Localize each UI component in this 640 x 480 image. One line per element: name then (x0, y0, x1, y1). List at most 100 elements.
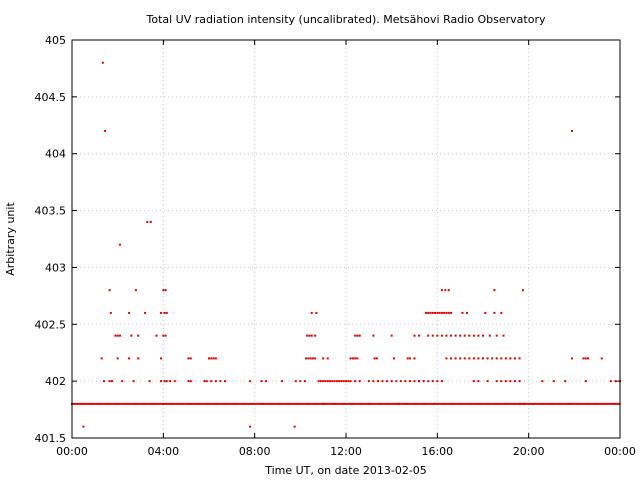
data-point (450, 334, 453, 337)
data-point (544, 402, 547, 405)
data-point (116, 402, 119, 405)
data-point (252, 402, 255, 405)
data-point (224, 402, 227, 405)
data-point (292, 402, 295, 405)
data-point (349, 357, 352, 360)
data-point (472, 380, 475, 383)
data-point (378, 402, 381, 405)
data-point (486, 402, 489, 405)
data-point (400, 402, 403, 405)
data-point (214, 357, 217, 360)
data-point (324, 402, 327, 405)
data-point (392, 357, 395, 360)
data-point (558, 402, 561, 405)
data-point (169, 402, 172, 405)
data-point (110, 402, 113, 405)
data-point (375, 357, 378, 360)
data-point (552, 380, 555, 383)
data-point (99, 402, 102, 405)
data-point (450, 311, 453, 314)
data-point (609, 402, 612, 405)
data-point (454, 357, 457, 360)
x-tick-label: 20:00 (513, 445, 545, 458)
data-point (134, 289, 137, 292)
data-point (432, 402, 435, 405)
data-point (455, 402, 458, 405)
data-point (571, 402, 574, 405)
data-point (571, 129, 574, 132)
data-point (307, 357, 310, 360)
data-point (277, 402, 280, 405)
data-point (152, 402, 155, 405)
y-tick-label: 404 (45, 148, 66, 161)
data-point (584, 402, 587, 405)
data-point (459, 357, 462, 360)
data-point (584, 380, 587, 383)
data-point (173, 402, 176, 405)
data-point (463, 334, 466, 337)
data-point (336, 402, 339, 405)
data-point (247, 402, 250, 405)
data-point (342, 380, 345, 383)
data-point (501, 402, 504, 405)
data-point (503, 402, 506, 405)
data-point (457, 402, 460, 405)
data-point (108, 289, 111, 292)
data-point (303, 380, 306, 383)
data-point (141, 402, 144, 405)
data-point (203, 380, 206, 383)
data-point (177, 402, 180, 405)
data-point (164, 289, 167, 292)
data-point (214, 380, 217, 383)
data-point (222, 402, 225, 405)
x-tick-label: 08:00 (239, 445, 271, 458)
data-point (235, 402, 238, 405)
data-point (436, 402, 439, 405)
data-point (118, 334, 121, 337)
data-point (518, 402, 521, 405)
data-point (254, 402, 257, 405)
data-point (554, 402, 557, 405)
data-point (442, 402, 445, 405)
data-point (472, 402, 475, 405)
data-point (322, 380, 325, 383)
data-point (535, 402, 538, 405)
data-point (509, 357, 512, 360)
data-point (158, 402, 161, 405)
data-point (440, 289, 443, 292)
data-point (472, 334, 475, 337)
data-point (533, 402, 536, 405)
data-point (422, 380, 425, 383)
data-point (450, 357, 453, 360)
data-point (427, 380, 430, 383)
data-point (444, 289, 447, 292)
data-point (319, 380, 322, 383)
data-point (131, 402, 134, 405)
data-point (412, 402, 415, 405)
data-point (477, 334, 480, 337)
data-point (232, 402, 235, 405)
data-point (482, 402, 485, 405)
data-point (478, 402, 481, 405)
data-point (155, 334, 158, 337)
data-point (582, 357, 585, 360)
data-point (294, 380, 297, 383)
data-point (243, 402, 246, 405)
data-point (563, 402, 566, 405)
data-point (418, 334, 421, 337)
data-point (584, 357, 587, 360)
data-point (260, 402, 263, 405)
data-point (109, 311, 112, 314)
data-point (468, 357, 471, 360)
data-point (489, 402, 492, 405)
data-point (520, 402, 523, 405)
data-point (128, 311, 131, 314)
data-point (149, 220, 152, 223)
data-point (467, 402, 470, 405)
data-point (192, 402, 195, 405)
data-point (493, 311, 496, 314)
data-point (317, 380, 320, 383)
data-point (322, 402, 325, 405)
data-point (116, 357, 119, 360)
